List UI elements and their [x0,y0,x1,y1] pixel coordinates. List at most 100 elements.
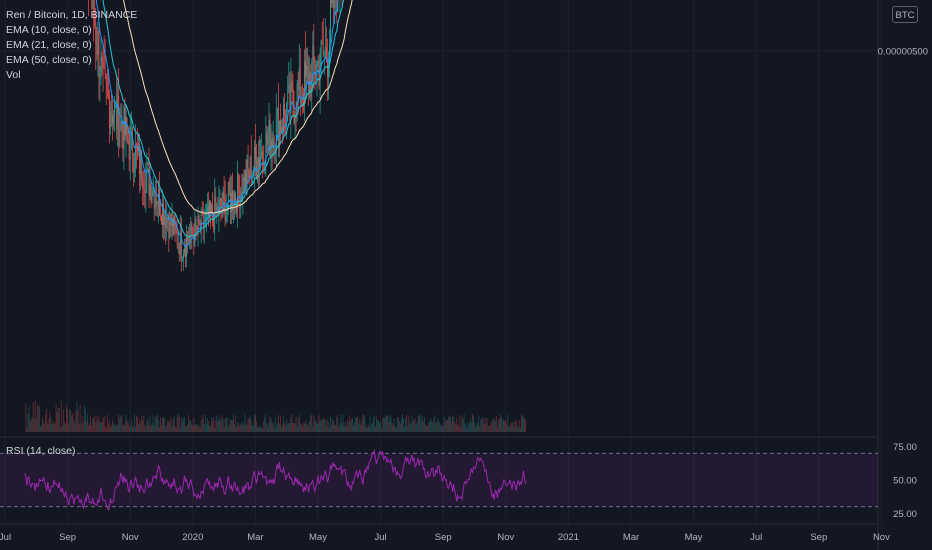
candle-body [255,146,256,160]
volume-bar [110,424,112,432]
volume-bar [419,414,421,432]
candle-body [120,120,122,131]
volume-bar [57,407,59,432]
volume-bar [139,419,141,432]
candle-body [172,218,174,235]
candle-body [325,47,327,60]
volume-bar [467,426,469,432]
volume-bar [78,423,80,432]
volume-bar [313,415,315,432]
volume-bar [73,419,75,432]
candle-body [245,170,247,187]
candle-body [277,107,279,148]
legend-title[interactable]: Ren / Bitcoin, 1D, BINANCE [6,9,138,21]
legend-vol[interactable]: Vol [6,69,21,81]
candle-body [162,203,163,225]
candle-body [260,158,262,167]
rsi-tick-label: 50.00 [893,476,917,487]
volume-bar [524,418,526,432]
rsi-legend[interactable]: RSI (14, close) [6,445,76,457]
candle-body [321,40,323,44]
volume-bar [216,415,218,432]
volume-bar [508,426,510,432]
candle-body [174,216,176,226]
candle-body [177,243,179,245]
volume-bar [27,413,29,432]
legend-ema21[interactable]: EMA (21, close, 0) [6,39,92,51]
volume-bar [499,418,500,432]
volume-bar [316,423,318,432]
candle-body [153,189,155,209]
candle-body [320,40,322,69]
volume-bar [272,423,274,432]
time-tick-label: May [685,532,703,543]
volume-bar [37,405,39,432]
legend-ema50[interactable]: EMA (50, close, 0) [6,54,92,66]
currency-badge[interactable]: BTC [892,6,918,23]
volume-bars [25,400,527,432]
volume-bar [108,420,110,432]
volume-bar [166,424,168,432]
volume-bar [471,414,473,432]
candle-body [101,56,103,61]
candle-body [157,188,159,206]
candle-body [207,206,208,212]
candle-body [129,129,131,160]
candle-body [247,159,249,171]
volume-bar [477,422,479,432]
volume-bar [375,416,377,432]
volume-bar [150,425,152,432]
volume-bar [428,422,430,432]
volume-bar [204,414,206,432]
candle-body [118,95,120,147]
volume-bar [257,426,258,432]
candle-body [333,0,335,8]
volume-bar [296,426,298,432]
volume-bar [202,418,204,432]
candle-body [296,83,298,118]
volume-bar [350,418,352,432]
volume-bar [211,417,213,432]
volume-bar [172,419,174,432]
candle-body [96,44,98,55]
candle-body [203,223,205,228]
volume-bar [342,414,344,432]
candle-body [210,201,211,213]
volume-bar [369,415,371,432]
candle-body [323,53,325,56]
volume-bar [122,424,124,432]
legend-ema10[interactable]: EMA (10, close, 0) [6,24,92,36]
candle-body [195,219,197,227]
volume-bar [432,422,434,432]
candle-body [145,173,147,194]
volume-bar [413,419,415,432]
candle-body [117,95,119,129]
candle-body [107,90,109,98]
volume-bar [199,427,201,432]
time-axis[interactable]: Jul Sep Nov 2020 Mar May Jul Sep Nov 2021 Mar May Ju… [0,532,890,543]
candle-body [130,127,132,130]
volume-bar [50,416,52,432]
volume-bar [454,421,456,432]
candle-body [284,104,286,116]
volume-bar [165,426,167,432]
candle-body [288,84,290,90]
volume-bar [301,426,303,432]
volume-bar [106,414,108,432]
volume-bar [190,420,192,432]
volume-bar [475,427,476,432]
volume-bar [335,424,337,432]
volume-bar [514,419,516,432]
volume-bar [371,423,373,432]
candle-body [304,61,305,106]
volume-bar [64,422,65,432]
volume-bar [98,415,100,432]
volume-bar [363,415,365,432]
grid-lines [0,0,882,550]
volume-bar [223,426,225,432]
price-axis[interactable]: 0.000055000.000050000.000045000.00004000… [878,0,932,520]
candle-body [108,97,110,128]
volume-bar [276,423,278,432]
volume-bar [310,415,312,432]
